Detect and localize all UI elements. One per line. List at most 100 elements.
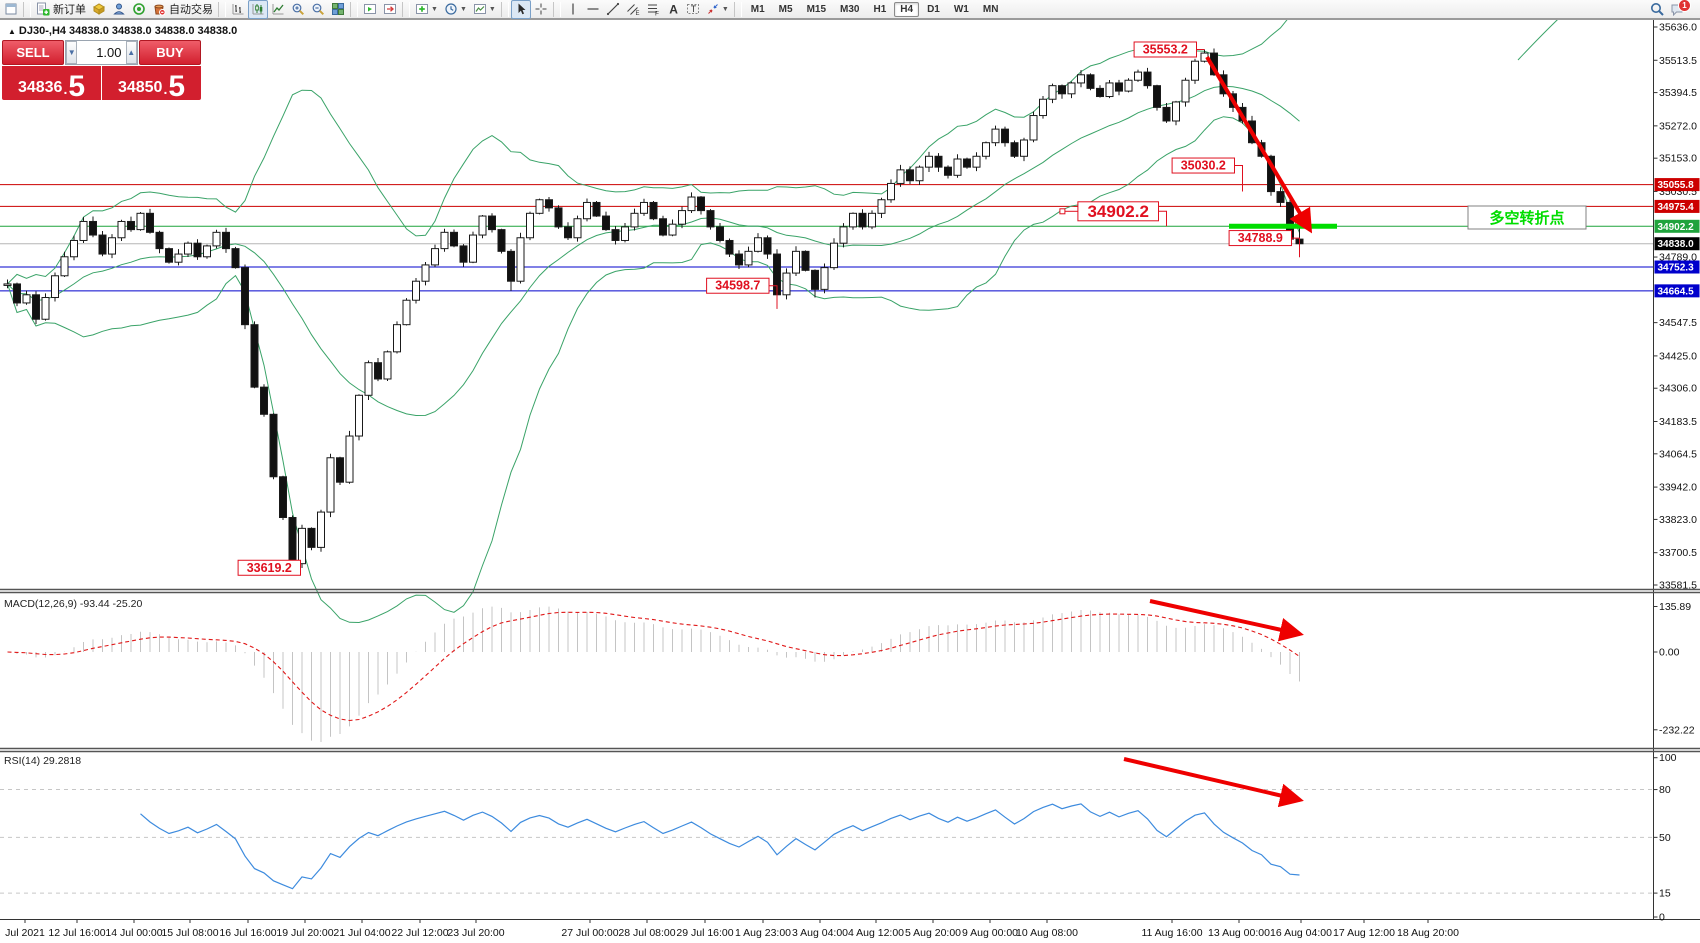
dropdown-caret-icon[interactable]: ▼ <box>431 5 438 13</box>
horizontal-line-icon[interactable] <box>583 0 603 19</box>
sell-price: 34836. 5 <box>2 66 101 103</box>
time-axis-label: 4 Aug 12:00 <box>848 927 904 939</box>
channel-icon[interactable]: E <box>623 0 643 19</box>
accounts-icon[interactable] <box>109 0 129 19</box>
sell-price-big: 5 <box>68 69 86 103</box>
time-axis-label: Jul 2021 <box>5 927 45 939</box>
volume-input[interactable] <box>77 41 126 64</box>
timeframe-m5[interactable]: M5 <box>778 3 793 15</box>
crosshair-icon[interactable] <box>531 0 551 19</box>
dropdown-caret-icon[interactable]: ▼ <box>488 5 496 13</box>
price-axis-tick: 35394.5 <box>1659 87 1697 99</box>
timeframe-m1[interactable]: M1 <box>750 3 765 15</box>
price-axis-badge <box>1654 284 1700 298</box>
text-label-icon[interactable]: T <box>683 0 703 19</box>
line-chart-icon[interactable] <box>268 0 288 19</box>
price-annotation: 33619.2 <box>247 561 292 575</box>
time-axis-label: 19 Jul 20:00 <box>276 927 333 939</box>
one-click-trading-panel: SELL ▼ ▲ BUY 34836.5 34850.5 <box>2 40 201 103</box>
price-axis-tick: 33823.0 <box>1659 514 1697 526</box>
toolbar-separator <box>402 1 410 17</box>
timeframe-h1[interactable]: H1 <box>873 3 887 15</box>
chart-title: ▲ DJ30-,H4 34838.0 34838.0 34838.0 34838.… <box>8 25 237 37</box>
auto-trading-button[interactable]: 自动交易 <box>149 0 216 19</box>
time-axis-label: 13 Aug 00:00 <box>1208 927 1270 939</box>
candlestick-chart-icon[interactable] <box>248 0 268 19</box>
time-axis-label: 18 Aug 20:00 <box>1397 927 1459 939</box>
price-annotation-box <box>1133 41 1197 58</box>
search-icon[interactable] <box>1647 0 1667 19</box>
signal-icon[interactable] <box>129 0 149 19</box>
chart-shift-icon[interactable] <box>380 0 400 19</box>
toolbar-separator <box>500 1 509 17</box>
timeframe-mn[interactable]: MN <box>982 3 999 15</box>
arrows-icon[interactable]: ▼ <box>703 0 732 19</box>
time-axis-label: 28 Jul 08:00 <box>618 927 675 939</box>
sell-button[interactable]: SELL <box>2 40 64 65</box>
price-axis-tick: 34425.0 <box>1659 350 1697 362</box>
templates-icon[interactable]: ▼ <box>470 0 499 19</box>
trendline-icon[interactable] <box>603 0 623 19</box>
price-annotation: 34902.2 <box>1087 202 1148 221</box>
indicators-icon[interactable]: ▼ <box>412 0 441 19</box>
cursor-icon[interactable] <box>510 0 531 19</box>
turning-point-box <box>1467 205 1587 230</box>
new-order-button-label: 新订单 <box>53 4 86 16</box>
text-icon[interactable]: A <box>663 0 683 19</box>
volume-increase-button[interactable]: ▲ <box>125 41 137 64</box>
support-highlight-line[interactable]: 多空转折点 <box>1229 205 1587 230</box>
notifications-icon[interactable]: 1 <box>1667 0 1700 19</box>
new-window-icon[interactable] <box>1 0 21 19</box>
bar-chart-icon[interactable] <box>228 0 248 19</box>
toolbar-separator <box>552 1 561 17</box>
price-axis-tick: 35272.0 <box>1659 120 1697 132</box>
timeframe-m15[interactable]: M15 <box>806 3 827 15</box>
auto-scroll-icon[interactable] <box>360 0 380 19</box>
time-axis-label: 1 Aug 23:00 <box>735 927 791 939</box>
svg-text:34752.3: 34752.3 <box>1658 263 1695 274</box>
zoom-out-icon[interactable] <box>308 0 328 19</box>
time-axis-label: 9 Aug 00:00 <box>962 927 1018 939</box>
timeframe-m30[interactable]: M30 <box>840 3 860 15</box>
symbol-marker-icon[interactable]: ▲ <box>8 27 16 36</box>
fibonacci-icon[interactable]: F <box>643 0 663 19</box>
time-axis-label: 16 Aug 04:00 <box>1270 927 1332 939</box>
price-axis-badge <box>1654 199 1700 213</box>
buy-price-main: 34850 <box>117 79 163 96</box>
periods-icon[interactable]: ▼ <box>441 0 470 19</box>
time-axis-label: 21 Jul 04:00 <box>333 927 390 939</box>
timeframe-w1[interactable]: W1 <box>953 3 969 15</box>
history-center-icon[interactable] <box>89 0 109 19</box>
timeframe-d1[interactable]: D1 <box>927 3 940 15</box>
time-axis-label: 3 Aug 04:00 <box>792 927 848 939</box>
buy-button[interactable]: BUY <box>139 40 201 65</box>
buy-price: 34850. 5 <box>102 66 201 101</box>
price-axis-tick: 35513.5 <box>1659 55 1697 67</box>
tile-windows-icon[interactable] <box>328 0 348 19</box>
axes: 35636.0 35513.5 35394.5 35272.0 35153.0 35030… <box>0 19 1700 939</box>
horizontal-lines[interactable] <box>0 184 1653 292</box>
trend-arrows[interactable] <box>1123 55 1313 808</box>
price-annotation-box <box>237 559 302 576</box>
price-annotation-box <box>1228 230 1292 247</box>
red-trend-arrow <box>1123 757 1304 808</box>
time-axis-label: 10 Aug 08:00 <box>1016 927 1078 939</box>
new-order-button[interactable]: 新订单 <box>33 0 89 19</box>
time-axis-label: 11 Aug 16:00 <box>1141 927 1202 939</box>
svg-text:A: A <box>669 3 678 17</box>
turning-point-label: 多空转折点 <box>1489 209 1564 227</box>
price-annotations[interactable]: 35553.2 35030.2 34902.2 34788.9 34598.7 33619… <box>237 41 1300 576</box>
volume-decrease-button[interactable]: ▼ <box>66 41 78 64</box>
rsi-label: RSI(14) 29.2818 <box>4 755 81 767</box>
timeframe-h4[interactable]: H4 <box>894 1 920 17</box>
zoom-in-icon[interactable] <box>288 0 308 19</box>
dropdown-caret-icon[interactable]: ▼ <box>721 5 729 13</box>
toolbar-separator <box>350 1 358 17</box>
vertical-line-icon[interactable] <box>563 0 583 19</box>
macd-axis-tick: -232.22 <box>1659 724 1695 736</box>
rsi-axis-tick: 100 <box>1659 752 1677 764</box>
svg-text:34902.2: 34902.2 <box>1658 222 1695 233</box>
dropdown-caret-icon[interactable]: ▼ <box>459 5 467 13</box>
price-axis-tick: 34183.5 <box>1659 416 1697 428</box>
